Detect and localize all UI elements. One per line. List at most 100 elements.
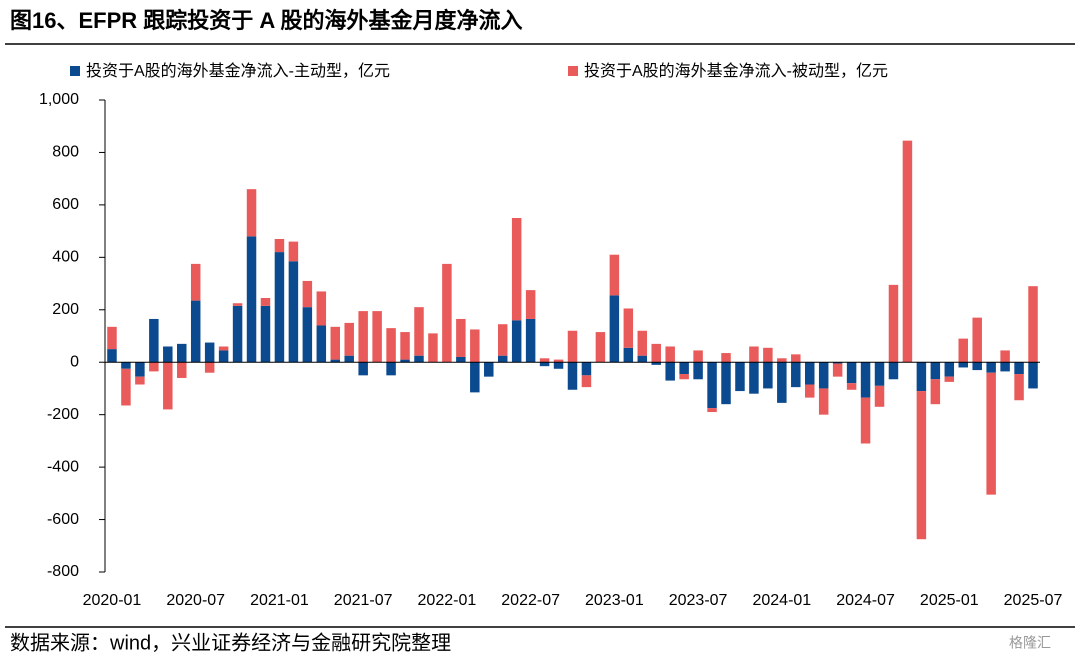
bar (232, 305, 243, 363)
bar (902, 140, 913, 363)
bar (874, 362, 885, 386)
bar (204, 362, 215, 373)
x-tick-label: 2023-01 (585, 592, 644, 609)
x-tick-label: 2020-07 (166, 592, 225, 609)
bar (958, 362, 968, 368)
bar (944, 362, 955, 377)
x-tick-label: 2025-01 (920, 592, 979, 609)
y-tick-label: -800 (47, 563, 79, 580)
bar (121, 368, 131, 406)
bar (511, 320, 522, 363)
bar (149, 318, 159, 363)
bar (804, 362, 815, 385)
source-note: 数据来源：wind，兴业证券经济与金融研究院整理 (10, 631, 451, 654)
y-tick-label: -600 (47, 511, 79, 528)
y-tick-label: -400 (47, 458, 79, 475)
bar (316, 291, 327, 326)
bar (163, 362, 173, 410)
bar (749, 362, 759, 394)
bar (344, 322, 354, 356)
bar (456, 356, 466, 363)
bar (721, 353, 731, 363)
y-tick-label: 400 (52, 249, 79, 266)
bar (177, 362, 187, 378)
bar (693, 350, 703, 363)
bar (1028, 286, 1038, 363)
bar (316, 325, 327, 363)
bar (302, 307, 313, 363)
bar (874, 385, 885, 407)
bar (777, 362, 787, 403)
x-tick-label: 2022-01 (418, 592, 477, 609)
bar (735, 362, 745, 392)
bar (107, 326, 117, 350)
bar (679, 374, 689, 380)
bar (665, 362, 675, 381)
bar (135, 376, 145, 385)
bar (246, 189, 257, 237)
legend-label: 投资于A股的海外基金净流入-被动型，亿元 (584, 62, 888, 80)
bar (916, 362, 927, 392)
bar (358, 362, 368, 376)
bar (553, 359, 564, 363)
y-tick-label: 200 (52, 301, 79, 318)
bar (107, 349, 117, 363)
bar (609, 254, 620, 296)
bar (288, 241, 299, 262)
bar (121, 362, 131, 369)
bar (372, 311, 382, 363)
x-tick-label: 2024-07 (836, 592, 895, 609)
bar (930, 379, 941, 405)
bar (414, 307, 424, 356)
y-tick-label: 600 (52, 196, 79, 213)
bar (860, 397, 871, 444)
bar (386, 328, 396, 363)
bar (888, 284, 899, 363)
bar (274, 252, 285, 363)
bar (651, 362, 661, 365)
y-tick-label: 1,000 (39, 91, 79, 108)
bar (135, 362, 145, 377)
bar (846, 362, 857, 384)
x-tick-label: 2024-01 (752, 592, 811, 609)
bar (972, 317, 982, 363)
bar (414, 355, 424, 363)
bar (916, 391, 927, 540)
bar (930, 362, 941, 380)
bar (218, 350, 229, 363)
bar (456, 318, 466, 357)
bar (260, 297, 271, 306)
bar (190, 300, 201, 363)
bar (497, 324, 508, 356)
chart-title: 图16、EFPR 跟踪投资于 A 股的海外基金月度净流入 (10, 8, 523, 33)
bar (777, 358, 787, 363)
bar (539, 362, 550, 367)
bar (944, 376, 955, 382)
x-tick-label: 2020-01 (83, 592, 142, 609)
bar (818, 362, 829, 389)
bar (358, 311, 368, 363)
legend-swatch (70, 66, 80, 76)
bar (1014, 362, 1024, 375)
bar (804, 384, 815, 398)
bar (860, 362, 871, 398)
bar (818, 388, 829, 415)
bar (986, 372, 996, 495)
bar (274, 238, 285, 253)
bar (581, 375, 592, 388)
bar (428, 333, 438, 363)
bar (637, 355, 648, 363)
bar (832, 362, 843, 364)
watermark: 格隆汇 (1009, 635, 1051, 651)
bar (832, 363, 843, 377)
bar (470, 362, 480, 393)
bar (846, 383, 857, 390)
bar (246, 236, 257, 363)
bar (609, 295, 620, 363)
x-tick-label: 2021-07 (334, 592, 393, 609)
bar (260, 305, 271, 363)
bar (190, 263, 201, 301)
bar (470, 329, 480, 363)
bar (1014, 374, 1024, 401)
